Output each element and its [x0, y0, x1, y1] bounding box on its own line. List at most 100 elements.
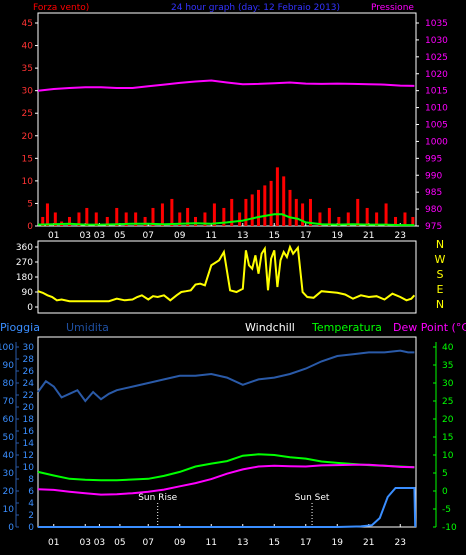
gust-bar: [68, 216, 71, 226]
compass-letter: S: [437, 268, 444, 281]
gust-bar: [85, 207, 89, 226]
temp-tick: 30: [442, 379, 454, 389]
gust-bar: [186, 207, 190, 226]
compass-letter: N: [436, 298, 444, 311]
temp-tick: 0: [442, 487, 448, 497]
wind-force-axis: 0 5 10 15 20 25 30 35 40 45: [22, 19, 38, 232]
gust-bar: [134, 212, 138, 226]
hour-tick: 21: [363, 231, 374, 241]
hour-tick: 09: [174, 231, 186, 241]
wind-force-tick: 40: [22, 42, 34, 52]
hour-tick: 19: [332, 231, 344, 241]
hour-tick: 13: [237, 231, 248, 241]
humidity-tick: 30: [23, 343, 35, 353]
wind-force-tick: 5: [27, 199, 33, 209]
gust-bar: [124, 212, 128, 226]
temp-tick: 15: [442, 433, 453, 443]
direction-tick: 0: [27, 303, 33, 313]
rain-tick: 10: [3, 505, 15, 515]
hour-tick: 07: [143, 231, 154, 241]
hour-tick: 13: [237, 538, 248, 548]
pioggia-line: [38, 487, 417, 528]
wind-force-tick: 15: [22, 154, 33, 164]
rain-label: Pioggia: [0, 321, 40, 334]
humidity-tick: 2: [28, 511, 34, 521]
hour-axis-top: 01 03 03 05 07 09 11 13 15 17 19 21 23: [48, 223, 406, 241]
humidity-tick: 26: [23, 367, 35, 377]
hour-tick: 17: [300, 231, 311, 241]
sun-marker-label: Sun Rise: [138, 493, 177, 503]
direction-tick: 90: [22, 288, 34, 298]
gust-bar: [365, 207, 369, 226]
hour-tick: 21: [363, 538, 374, 548]
humidity-tick: 6: [28, 487, 34, 497]
direction-tick: 360: [16, 243, 33, 253]
pressure-tick: 980: [425, 205, 442, 215]
pressure-tick: 990: [425, 171, 442, 181]
pressure-tick: 1000: [425, 137, 448, 147]
pressure-tick: 1020: [425, 70, 448, 80]
hour-tick: 15: [269, 231, 280, 241]
gust-bar: [203, 212, 207, 226]
gust-bar: [41, 216, 45, 226]
pressure-tick: 1010: [425, 104, 448, 114]
wind-force-tick: 35: [22, 64, 33, 74]
pressure-tick: 1030: [425, 36, 448, 46]
gust-bar: [257, 189, 260, 226]
dew-point-label: Dew Point (°C): [393, 321, 466, 334]
gust-bar: [160, 203, 164, 226]
humidity-tick: 28: [23, 355, 35, 365]
wind-force-tick: 0: [27, 222, 33, 232]
temp-tick: -10: [442, 523, 457, 533]
gust-bar: [411, 216, 415, 226]
temperature-label: Temperatura: [311, 321, 382, 334]
gust-bar: [282, 176, 286, 226]
compass-letter: E: [437, 283, 444, 296]
gust-bar: [294, 198, 298, 226]
windchill-label: Windchill: [245, 321, 295, 334]
rain-tick: 90: [3, 361, 15, 371]
hour-tick: 23: [395, 538, 406, 548]
temperature-humidity-panel: [37, 336, 417, 528]
gust-bar: [394, 216, 398, 226]
temp-tick: 10: [442, 451, 454, 461]
humidity-tick: 14: [23, 439, 35, 449]
pressure-label: Pressione: [371, 3, 414, 13]
hour-tick: 01: [48, 538, 59, 548]
gust-bar: [269, 180, 273, 226]
wind-force-tick: 25: [22, 109, 33, 119]
hour-tick: 09: [174, 538, 186, 548]
gust-bar: [346, 212, 350, 226]
humidity-label: Umidita: [66, 321, 109, 334]
gust-bar: [308, 198, 312, 226]
hour-tick: 03: [80, 538, 91, 548]
pressure-tick: 1025: [425, 53, 448, 63]
gust-bar: [250, 194, 254, 226]
gust-bar: [115, 207, 119, 226]
hour-tick: 19: [332, 538, 344, 548]
wind-direction-series: [37, 244, 416, 303]
rain-tick: 0: [8, 523, 14, 533]
chart-title: 24 hour graph (day: 12 Febraio 2013): [171, 3, 340, 13]
gust-bar: [356, 198, 360, 226]
pressure-axis: 975 980 985 990 995 1000 1005 1010 1015 1020 1025 1…: [416, 19, 448, 232]
humidity-tick: 24: [23, 379, 35, 389]
wind-pressure-series: [37, 79, 415, 227]
gust-bar: [327, 207, 331, 226]
climate-axes: 0102030405060708090100024681012141618202…: [0, 342, 457, 533]
rain-tick: 50: [3, 433, 15, 443]
wind-force-tick: 45: [22, 19, 33, 29]
hour-tick: 07: [143, 538, 154, 548]
hour-tick: 03: [94, 538, 105, 548]
gust-bar: [178, 212, 182, 226]
hour-tick: 05: [114, 538, 125, 548]
hour-tick: 17: [300, 538, 311, 548]
hour-tick: 15: [269, 538, 280, 548]
pressure-tick: 985: [425, 188, 442, 198]
rain-tick: 80: [3, 379, 15, 389]
humidity-tick: 20: [23, 403, 35, 413]
hour-tick: 03: [80, 231, 91, 241]
wind-force-tick: 10: [22, 177, 34, 187]
sun-marker-label: Sun Set: [295, 493, 330, 503]
